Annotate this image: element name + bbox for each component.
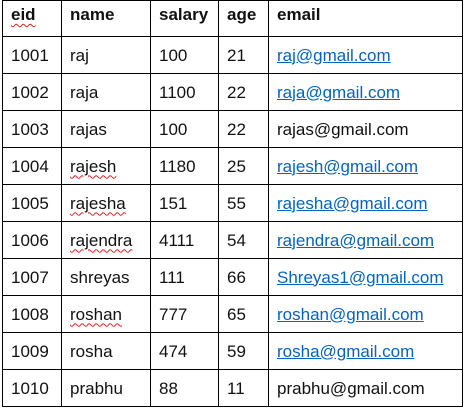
header-row: eid name salary age email (2, 0, 463, 37)
age-cell: 59 (218, 332, 269, 370)
email-cell: rosha@gmail.com (268, 332, 463, 370)
table-row: 1004 rajesh 1180 25 rajesh@gmail.com (2, 147, 463, 185)
salary-cell: 88 (150, 369, 219, 407)
name-cell: raj (61, 36, 151, 74)
age-cell: 66 (218, 258, 269, 296)
name-cell: rajesha (61, 184, 151, 222)
column-header-eid: eid (2, 0, 62, 37)
email-cell: rajendra@gmail.com (268, 221, 463, 259)
email-text: prabhu@gmail.com (277, 378, 425, 398)
eid-cell: 1004 (2, 147, 62, 185)
column-header-email: email (268, 0, 463, 37)
email-link[interactable]: roshan@gmail.com (277, 304, 424, 324)
email-link[interactable]: rajesha@gmail.com (277, 193, 428, 213)
email-link[interactable]: Shreyas1@gmail.com (277, 267, 444, 287)
age-cell: 54 (218, 221, 269, 259)
salary-cell: 1100 (150, 73, 219, 111)
eid-cell: 1006 (2, 221, 62, 259)
eid-cell: 1008 (2, 295, 62, 333)
salary-cell: 474 (150, 332, 219, 370)
table-row: 1007 shreyas 111 66 Shreyas1@gmail.com (2, 258, 463, 296)
age-cell: 25 (218, 147, 269, 185)
table-row: 1003 rajas 100 22 rajas@gmail.com (2, 110, 463, 148)
age-cell: 21 (218, 36, 269, 74)
salary-cell: 151 (150, 184, 219, 222)
eid-cell: 1007 (2, 258, 62, 296)
email-cell: roshan@gmail.com (268, 295, 463, 333)
table-row: 1008 roshan 777 65 roshan@gmail.com (2, 295, 463, 333)
table-row: 1009 rosha 474 59 rosha@gmail.com (2, 332, 463, 370)
salary-cell: 100 (150, 36, 219, 74)
salary-cell: 111 (150, 258, 219, 296)
email-cell: raja@gmail.com (268, 73, 463, 111)
email-link[interactable]: rajendra@gmail.com (277, 230, 435, 250)
age-cell: 22 (218, 73, 269, 111)
eid-cell: 1010 (2, 369, 62, 407)
email-cell: prabhu@gmail.com (268, 369, 463, 407)
email-text: rajas@gmail.com (277, 119, 409, 139)
eid-cell: 1002 (2, 73, 62, 111)
email-link[interactable]: raja@gmail.com (277, 82, 401, 102)
table-row: 1001 raj 100 21 raj@gmail.com (2, 36, 463, 74)
name-cell: prabhu (61, 369, 151, 407)
email-cell: Shreyas1@gmail.com (268, 258, 463, 296)
eid-cell: 1005 (2, 184, 62, 222)
salary-cell: 4111 (150, 221, 219, 259)
eid-cell: 1009 (2, 332, 62, 370)
salary-cell: 777 (150, 295, 219, 333)
name-cell: rajendra (61, 221, 151, 259)
age-cell: 22 (218, 110, 269, 148)
email-cell: rajas@gmail.com (268, 110, 463, 148)
age-cell: 11 (218, 369, 269, 407)
name-cell: rajesh (61, 147, 151, 185)
age-cell: 65 (218, 295, 269, 333)
email-link[interactable]: raj@gmail.com (277, 45, 391, 65)
table-row: 1006 rajendra 4111 54 rajendra@gmail.com (2, 221, 463, 259)
table-row: 1010 prabhu 88 11 prabhu@gmail.com (2, 369, 463, 407)
name-cell: roshan (61, 295, 151, 333)
name-cell: rosha (61, 332, 151, 370)
email-cell: rajesha@gmail.com (268, 184, 463, 222)
email-cell: rajesh@gmail.com (268, 147, 463, 185)
email-link[interactable]: rosha@gmail.com (277, 341, 415, 361)
column-header-salary: salary (150, 0, 219, 37)
name-cell: rajas (61, 110, 151, 148)
email-cell: raj@gmail.com (268, 36, 463, 74)
table-row: 1005 rajesha 151 55 rajesha@gmail.com (2, 184, 463, 222)
salary-cell: 1180 (150, 147, 219, 185)
table-row: 1002 raja 1100 22 raja@gmail.com (2, 73, 463, 111)
name-cell: shreyas (61, 258, 151, 296)
salary-cell: 100 (150, 110, 219, 148)
eid-cell: 1001 (2, 36, 62, 74)
name-cell: raja (61, 73, 151, 111)
column-header-age: age (218, 0, 269, 37)
email-link[interactable]: rajesh@gmail.com (277, 156, 419, 176)
age-cell: 55 (218, 184, 269, 222)
eid-cell: 1003 (2, 110, 62, 148)
column-header-name: name (61, 0, 151, 37)
